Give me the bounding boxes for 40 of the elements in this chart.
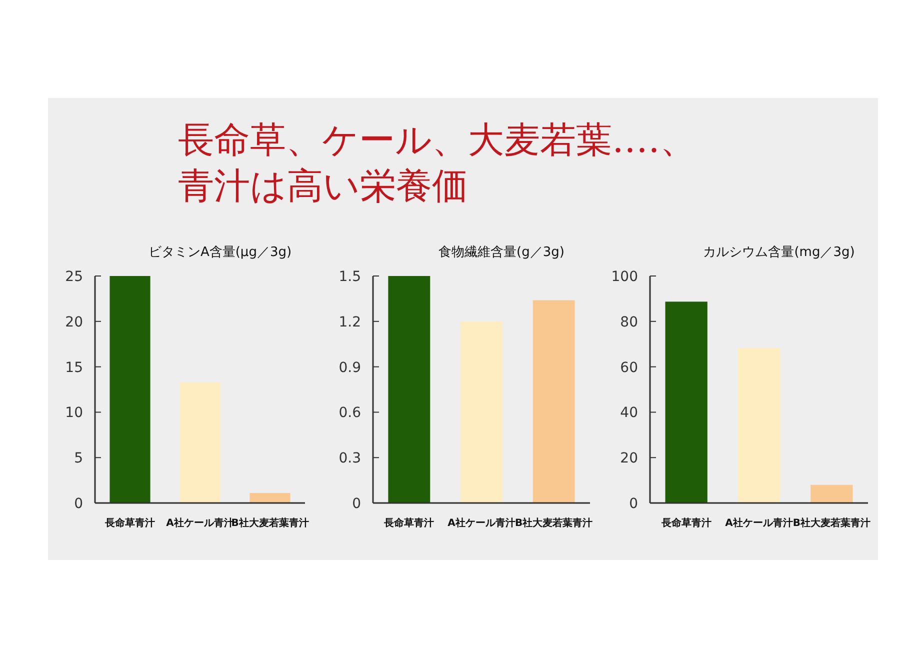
x-tick-label: 長命草青汁: [660, 517, 712, 529]
y-tick-label: 40: [620, 405, 638, 422]
bar: [665, 302, 708, 503]
y-tick-label: 0: [74, 496, 83, 512]
chart-title: 食物繊維含量(g／3g): [438, 245, 564, 260]
y-tick-label: 15: [65, 360, 83, 376]
chart-title: ビタミンA含量(μg／3g): [148, 245, 292, 260]
y-tick-label: 20: [65, 314, 83, 330]
y-tick-label: 20: [620, 450, 638, 467]
y-tick-label: 0: [352, 496, 361, 512]
bar: [532, 300, 575, 503]
bar: [388, 276, 430, 503]
text: 長命草、ケール、大麦若葉‥‥、: [178, 120, 696, 161]
chart-title: カルシウム含量(mg／3g): [703, 245, 855, 260]
bar: [738, 348, 780, 503]
bar: [810, 484, 853, 503]
x-tick-label: B社大麦若葉青汁: [231, 517, 309, 529]
x-tick-label: A社ケール青汁: [725, 517, 793, 529]
y-tick-label: 0.9: [338, 360, 361, 376]
text: 青汁は高い栄養価: [178, 166, 468, 207]
y-tick-label: 80: [620, 314, 638, 330]
bar: [250, 493, 290, 503]
y-tick-label: 0: [629, 496, 638, 512]
y-tick-label: 0.3: [338, 450, 361, 467]
bar: [110, 276, 150, 503]
x-tick-label: B社大麦若葉青汁: [792, 517, 870, 529]
y-tick-label: 100: [611, 269, 638, 285]
x-tick-label: 長命草青汁: [104, 517, 155, 529]
x-tick-label: B社大麦若葉青汁: [515, 517, 593, 529]
y-tick-label: 1.5: [338, 269, 361, 285]
y-tick-label: 60: [620, 360, 638, 376]
bar: [180, 382, 220, 503]
y-tick-label: 10: [65, 405, 83, 422]
x-tick-label: 長命草青汁: [383, 517, 434, 529]
x-tick-label: A社ケール青汁: [448, 517, 516, 529]
y-tick-label: 0.6: [338, 405, 362, 422]
y-tick-label: 1.2: [338, 314, 361, 330]
y-tick-label: 25: [65, 269, 83, 285]
y-tick-label: 5: [74, 450, 83, 467]
bar: [460, 321, 502, 503]
